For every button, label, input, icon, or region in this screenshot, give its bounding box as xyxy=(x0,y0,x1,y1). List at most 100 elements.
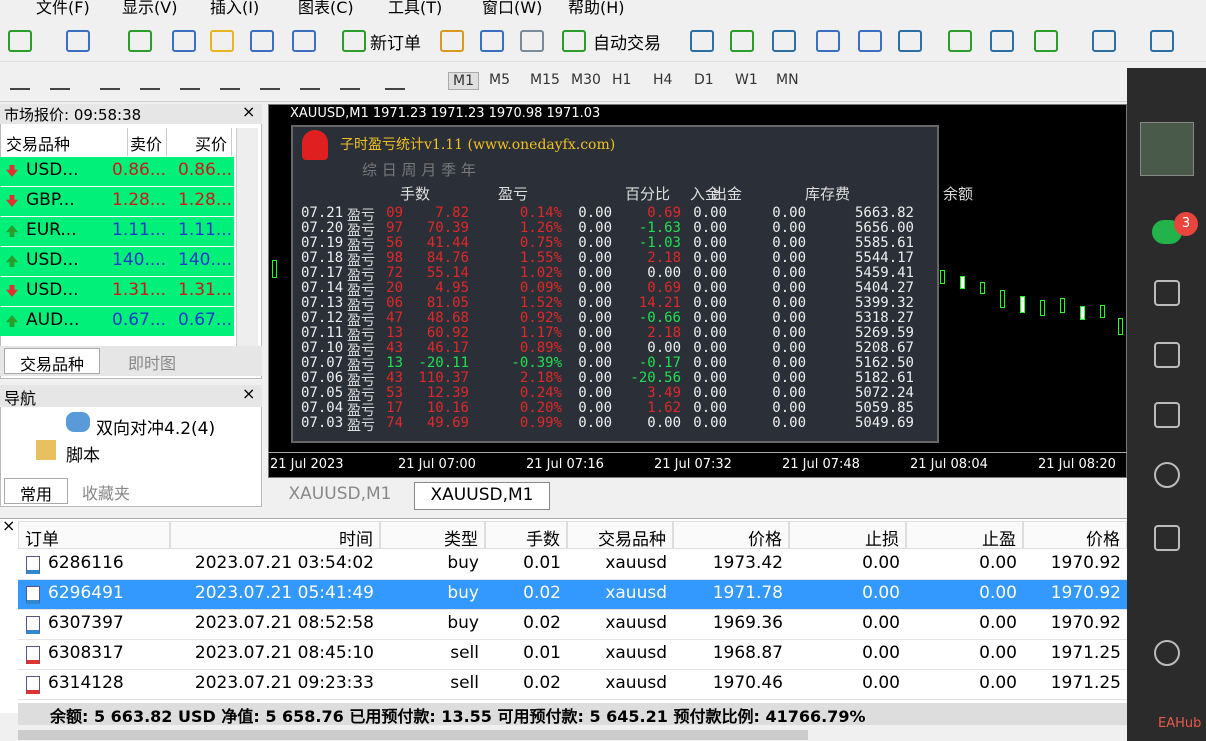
toolbar-icon[interactable] xyxy=(772,30,796,52)
column-header[interactable]: 止损 xyxy=(789,521,906,549)
column-header[interactable]: 手数 xyxy=(485,521,567,549)
column-header: 买价 xyxy=(168,128,232,156)
draw-tool[interactable] xyxy=(50,72,70,90)
toolbar-icon[interactable] xyxy=(520,30,544,52)
toolbar-icon[interactable] xyxy=(128,30,152,52)
x-tick-label: 21 Jul 07:00 xyxy=(398,457,476,472)
timeframe-button[interactable]: H1 xyxy=(612,72,631,88)
toolbar-icon[interactable] xyxy=(8,30,32,52)
tab[interactable]: 交易品种 xyxy=(4,348,100,374)
candle xyxy=(1100,305,1105,318)
chart-tab[interactable]: XAUUSD,M1 xyxy=(272,482,408,510)
draw-tool[interactable] xyxy=(180,72,200,90)
toolbar-icon[interactable] xyxy=(480,30,504,52)
column-header[interactable]: 止盈 xyxy=(906,521,1023,549)
new-order-button[interactable]: 新订单 xyxy=(370,29,421,54)
timeframe-button[interactable]: W1 xyxy=(735,72,758,88)
ask: 0.67... xyxy=(178,310,232,330)
sidebar-icon[interactable] xyxy=(1154,342,1180,368)
draw-tool[interactable] xyxy=(220,72,240,90)
indicator-cell: 46.17 xyxy=(389,340,469,356)
symbol[interactable]: USD... xyxy=(26,160,79,180)
menu-item[interactable]: 工具(T) xyxy=(388,0,442,18)
column-header[interactable]: 价格 xyxy=(1023,521,1127,549)
menu-item[interactable]: 插入(I) xyxy=(210,0,259,18)
indicator-cell: 0.00 xyxy=(647,400,727,416)
sidebar-icon[interactable] xyxy=(1154,640,1180,666)
column-header[interactable]: 订单 xyxy=(18,521,170,549)
toolbar-icon[interactable] xyxy=(948,30,972,52)
toolbar-icon[interactable] xyxy=(210,30,234,52)
column-header[interactable]: 时间 xyxy=(170,521,380,549)
indicator-cell: 0.00 xyxy=(647,295,727,311)
toolbar-icon[interactable] xyxy=(690,30,714,52)
auto-trading-button[interactable]: 自动交易 xyxy=(593,29,661,54)
sidebar-icon[interactable] xyxy=(1154,462,1180,488)
tab[interactable]: 即时图 xyxy=(104,348,200,374)
symbol[interactable]: GBP... xyxy=(26,190,75,210)
symbol[interactable]: AUD... xyxy=(26,310,79,330)
toolbar-icon[interactable] xyxy=(1034,30,1058,52)
order-cell: 0.02 xyxy=(485,613,567,633)
menu-item[interactable]: 图表(C) xyxy=(298,0,354,18)
symbol[interactable]: USD... xyxy=(26,280,79,300)
indicator-cell: 0.00 xyxy=(532,415,612,431)
draw-tool[interactable] xyxy=(140,72,160,90)
timeframe-button[interactable]: H4 xyxy=(653,72,672,88)
chart-tab[interactable]: XAUUSD,M1 xyxy=(414,482,550,510)
timeframe-button[interactable]: D1 xyxy=(694,72,714,88)
menu-item[interactable]: 窗口(W) xyxy=(482,0,542,18)
indicator-cell: 5182.61 xyxy=(834,370,914,386)
menu-item[interactable]: 帮助(H) xyxy=(568,0,625,18)
sidebar-icon[interactable] xyxy=(1154,280,1180,306)
toolbar-icon[interactable] xyxy=(1092,30,1116,52)
order-cell: 2023.07.21 08:52:58 xyxy=(170,613,380,633)
toolbar-icon[interactable] xyxy=(816,30,840,52)
draw-tool[interactable] xyxy=(385,72,405,90)
bid: 0.67... xyxy=(112,310,166,330)
close-button[interactable]: × xyxy=(2,516,15,535)
toolbar-icon[interactable] xyxy=(990,30,1014,52)
sidebar-icon[interactable] xyxy=(1154,402,1180,428)
tab[interactable]: 收藏夹 xyxy=(74,478,138,504)
column-header[interactable]: 交易品种 xyxy=(567,521,673,549)
toolbar-icon[interactable] xyxy=(1150,30,1174,52)
menu-item[interactable]: 文件(F) xyxy=(36,0,90,18)
timeframe-button[interactable]: M1 xyxy=(448,72,479,90)
close-button[interactable]: × xyxy=(242,384,255,403)
draw-tool[interactable] xyxy=(300,72,320,90)
timeframe-button[interactable]: M30 xyxy=(571,72,601,88)
timeframe-button[interactable]: M5 xyxy=(489,72,510,88)
nav-item[interactable]: 双向对冲4.2(4) xyxy=(96,414,215,439)
order-cell: 0.00 xyxy=(906,643,1023,663)
timeframe-button[interactable]: M15 xyxy=(530,72,560,88)
toolbar-icon[interactable] xyxy=(250,30,274,52)
draw-tool[interactable] xyxy=(260,72,280,90)
timeframe-button[interactable]: MN xyxy=(776,72,799,88)
draw-tool[interactable] xyxy=(340,72,360,90)
nav-item[interactable]: 脚本 xyxy=(66,441,100,466)
draw-tool[interactable] xyxy=(100,72,120,90)
toolbar-icon[interactable] xyxy=(730,30,754,52)
toolbar-icon[interactable] xyxy=(292,30,316,52)
close-button[interactable]: × xyxy=(242,102,255,121)
column-header[interactable]: 类型 xyxy=(380,521,485,549)
toolbar-icon[interactable] xyxy=(342,30,366,52)
toolbar-icon[interactable] xyxy=(66,30,90,52)
indicator-cell: 0.00 xyxy=(726,340,806,356)
x-tick-label: 21 Jul 08:20 xyxy=(1038,457,1116,472)
toolbar-icon[interactable] xyxy=(858,30,882,52)
toolbar-icon[interactable] xyxy=(172,30,196,52)
draw-tool[interactable] xyxy=(10,72,30,90)
symbol[interactable]: EUR... xyxy=(26,220,77,240)
period-tabs[interactable]: 综 日 周 月 季 年 xyxy=(362,159,476,180)
order-cell: 1968.87 xyxy=(673,643,789,663)
toolbar-icon[interactable] xyxy=(898,30,922,52)
menu-item[interactable]: 显示(V) xyxy=(122,0,177,18)
sidebar-icon[interactable] xyxy=(1154,525,1180,551)
toolbar-icon[interactable] xyxy=(562,30,586,52)
symbol[interactable]: USD... xyxy=(26,250,79,270)
toolbar-icon[interactable] xyxy=(440,30,464,52)
column-header[interactable]: 价格 xyxy=(673,521,789,549)
tab[interactable]: 常用 xyxy=(4,478,68,504)
